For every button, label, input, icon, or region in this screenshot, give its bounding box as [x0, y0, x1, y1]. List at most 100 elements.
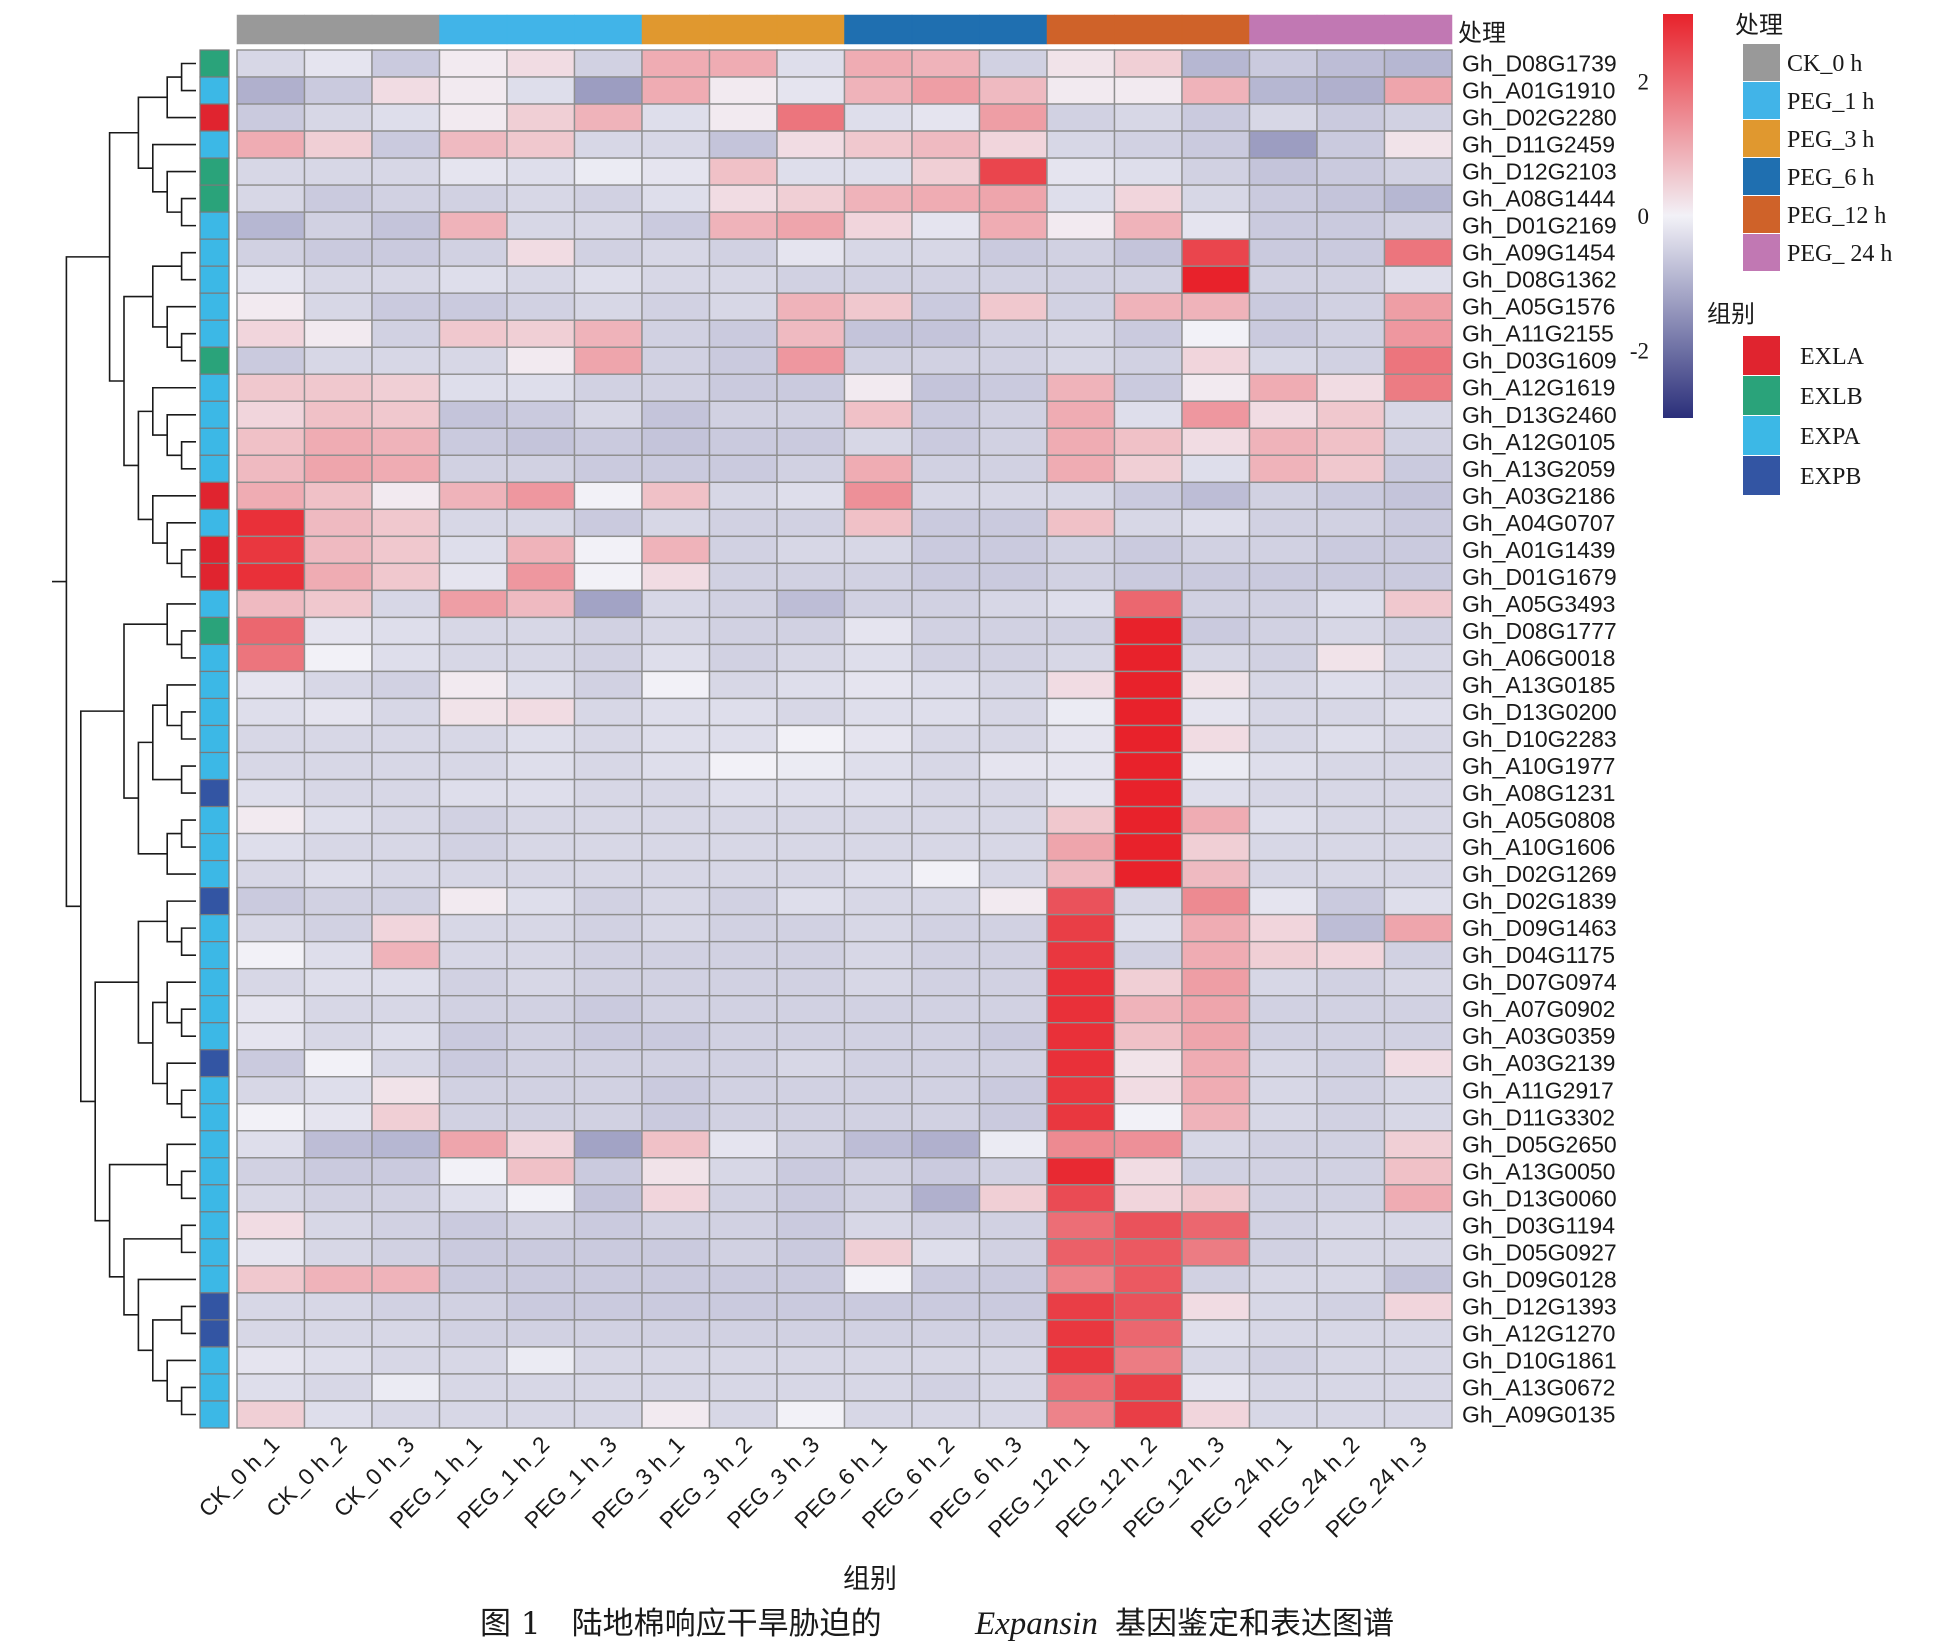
- cell-Gh_A05G1576-PEG_24 h_3: [1383, 292, 1453, 321]
- dendrogram-branch: [180, 1305, 196, 1335]
- cell-Gh_D03G1609-CK_0 h_2: [303, 346, 373, 375]
- cell-Gh_D02G1269-PEG_3 h_3: [776, 859, 846, 889]
- cell-Gh_D11G3302-PEG_3 h_1: [641, 1103, 711, 1132]
- cell-Gh_A11G2155-PEG_24 h_2: [1316, 319, 1386, 348]
- cell-Gh_A12G1619-PEG_3 h_2: [708, 373, 778, 402]
- cell-Gh_D10G2283-PEG_1 h_3: [573, 724, 643, 754]
- cell-Gh_A05G0808-PEG_6 h_2: [911, 805, 981, 835]
- treatment-legend-label: PEG_3 h: [1787, 127, 1874, 153]
- cell-Gh_D12G2103-PEG_12 h_2: [1113, 157, 1183, 186]
- cell-Gh_D13G0060-PEG_6 h_3: [978, 1184, 1048, 1213]
- cell-Gh_A01G1439-PEG_24 h_1: [1248, 535, 1318, 565]
- cell-Gh_A05G0808-CK_0 h_1: [236, 805, 306, 835]
- cell-Gh_A12G1619-PEG_6 h_3: [978, 373, 1048, 402]
- cell-Gh_D11G3302-PEG_1 h_3: [573, 1103, 643, 1132]
- row-label: Gh_D08G1739: [1462, 51, 1617, 77]
- cell-Gh_A13G0050-CK_0 h_1: [236, 1157, 306, 1186]
- cell-Gh_A01G1439-PEG_6 h_3: [978, 535, 1048, 565]
- cell-Gh_D13G2460-PEG_6 h_2: [911, 400, 981, 429]
- cell-Gh_A09G0135-PEG_12 h_3: [1181, 1400, 1251, 1429]
- group-legend-label: EXLB: [1800, 384, 1863, 410]
- cell-Gh_D11G2459-PEG_12 h_3: [1181, 130, 1251, 159]
- cell-Gh_D03G1194-CK_0 h_3: [371, 1211, 441, 1240]
- cell-Gh_A03G2139-CK_0 h_1: [236, 1049, 306, 1078]
- cell-Gh_A07G0902-PEG_12 h_3: [1181, 994, 1251, 1024]
- cell-Gh_A10G1606-PEG_1 h_2: [506, 832, 576, 862]
- cell-Gh_A13G0050-PEG_3 h_3: [776, 1157, 846, 1186]
- treatment-annot-CK_0 h_1: [236, 14, 305, 45]
- cell-Gh_A01G1910-PEG_6 h_1: [843, 76, 913, 105]
- cell-Gh_A10G1606-PEG_3 h_1: [641, 832, 711, 862]
- cell-Gh_A05G0808-PEG_24 h_3: [1383, 805, 1453, 835]
- treatment-legend-swatch: [1743, 120, 1780, 157]
- cell-Gh_D08G1777-PEG_24 h_3: [1383, 616, 1453, 646]
- cell-Gh_D13G0200-PEG_12 h_2: [1113, 697, 1183, 727]
- group-annot-Gh_A08G1231: [199, 778, 230, 808]
- group-annot-Gh_D13G0060: [199, 1184, 230, 1213]
- cell-Gh_D11G2459-PEG_6 h_2: [911, 130, 981, 159]
- cell-Gh_A03G0359-CK_0 h_3: [371, 1022, 441, 1051]
- cell-Gh_A01G1910-PEG_24 h_1: [1248, 76, 1318, 105]
- row-label: Gh_A08G1231: [1462, 780, 1615, 806]
- cell-Gh_A11G2155-PEG_3 h_3: [776, 319, 846, 348]
- cell-Gh_A07G0902-CK_0 h_1: [236, 994, 306, 1024]
- cell-Gh_A03G0359-PEG_12 h_2: [1113, 1022, 1183, 1051]
- cell-Gh_A11G2917-PEG_1 h_2: [506, 1076, 576, 1105]
- cell-Gh_A03G2139-PEG_3 h_3: [776, 1049, 846, 1078]
- cell-Gh_A09G1454-CK_0 h_3: [371, 238, 441, 267]
- treatment-annot-PEG_1 h_2: [506, 14, 575, 45]
- cell-Gh_A13G0185-PEG_24 h_3: [1383, 670, 1453, 700]
- cell-Gh_D03G1609-PEG_12 h_1: [1046, 346, 1116, 375]
- cell-Gh_D08G1777-PEG_6 h_2: [911, 616, 981, 646]
- row-label: Gh_A03G2186: [1462, 483, 1615, 509]
- group-annot-Gh_A09G0135: [199, 1400, 230, 1429]
- cell-Gh_D07G0974-PEG_6 h_2: [911, 967, 981, 997]
- group-annot-Gh_D08G1362: [199, 265, 230, 294]
- cell-Gh_A04G0707-PEG_6 h_2: [911, 508, 981, 538]
- cell-Gh_A03G2186-PEG_6 h_3: [978, 481, 1048, 511]
- group-annot-Gh_A13G0185: [199, 670, 230, 700]
- dendrogram-branch: [180, 1170, 196, 1200]
- cell-Gh_A03G0359-CK_0 h_2: [303, 1022, 373, 1051]
- cell-Gh_D08G1362-PEG_12 h_2: [1113, 265, 1183, 294]
- cell-Gh_D05G2650-PEG_3 h_1: [641, 1130, 711, 1159]
- cell-Gh_D12G2103-PEG_24 h_2: [1316, 157, 1386, 186]
- cell-Gh_D02G2280-PEG_12 h_1: [1046, 103, 1116, 132]
- cell-Gh_D03G1194-PEG_6 h_2: [911, 1211, 981, 1240]
- cell-Gh_A09G1454-PEG_3 h_2: [708, 238, 778, 267]
- cell-Gh_A07G0902-PEG_6 h_3: [978, 994, 1048, 1024]
- group-annot-Gh_D07G0974: [199, 968, 230, 997]
- cell-Gh_D03G1194-PEG_3 h_2: [708, 1211, 778, 1240]
- cell-Gh_A13G0050-PEG_12 h_1: [1046, 1157, 1116, 1186]
- cell-Gh_D09G0128-CK_0 h_3: [371, 1265, 441, 1294]
- cell-Gh_A01G1439-PEG_12 h_3: [1181, 535, 1251, 565]
- cell-Gh_A13G0185-PEG_3 h_3: [776, 670, 846, 700]
- cell-Gh_A01G1910-PEG_12 h_3: [1181, 76, 1251, 105]
- cell-Gh_A09G0135-PEG_3 h_3: [776, 1400, 846, 1429]
- cell-Gh_D01G2169-PEG_3 h_1: [641, 211, 711, 240]
- cell-Gh_D12G2103-PEG_3 h_3: [776, 157, 846, 186]
- cell-Gh_D03G1194-PEG_12 h_1: [1046, 1211, 1116, 1240]
- cell-Gh_D09G1463-PEG_1 h_1: [438, 913, 508, 943]
- cell-Gh_D01G2169-PEG_1 h_3: [573, 211, 643, 240]
- cell-Gh_A09G0135-PEG_24 h_1: [1248, 1400, 1318, 1429]
- cell-Gh_D08G1739-CK_0 h_1: [236, 49, 306, 78]
- cell-Gh_A05G1576-PEG_6 h_3: [978, 292, 1048, 321]
- cell-Gh_A13G0050-PEG_12 h_2: [1113, 1157, 1183, 1186]
- cell-Gh_D10G1861-PEG_1 h_1: [438, 1346, 508, 1375]
- row-label: Gh_A12G1619: [1462, 375, 1615, 401]
- cell-Gh_D13G0200-PEG_3 h_1: [641, 697, 711, 727]
- cell-Gh_D04G1175-PEG_1 h_2: [506, 940, 576, 970]
- cell-Gh_D03G1609-PEG_6 h_3: [978, 346, 1048, 375]
- cell-Gh_D01G1679-PEG_24 h_1: [1248, 562, 1318, 592]
- group-annot-Gh_D02G1269: [199, 859, 230, 889]
- cell-Gh_D13G2460-PEG_24 h_3: [1383, 400, 1453, 429]
- row-label: Gh_A13G0185: [1462, 672, 1615, 698]
- cell-Gh_A10G1977-PEG_6 h_3: [978, 751, 1048, 781]
- cell-Gh_A03G0359-PEG_1 h_1: [438, 1022, 508, 1051]
- cell-Gh_A11G2155-PEG_6 h_1: [843, 319, 913, 348]
- cell-Gh_D03G1609-PEG_24 h_3: [1383, 346, 1453, 375]
- cell-Gh_A13G2059-PEG_6 h_1: [843, 454, 913, 484]
- cell-Gh_A07G0902-PEG_3 h_2: [708, 994, 778, 1024]
- cell-Gh_A05G1576-PEG_6 h_1: [843, 292, 913, 321]
